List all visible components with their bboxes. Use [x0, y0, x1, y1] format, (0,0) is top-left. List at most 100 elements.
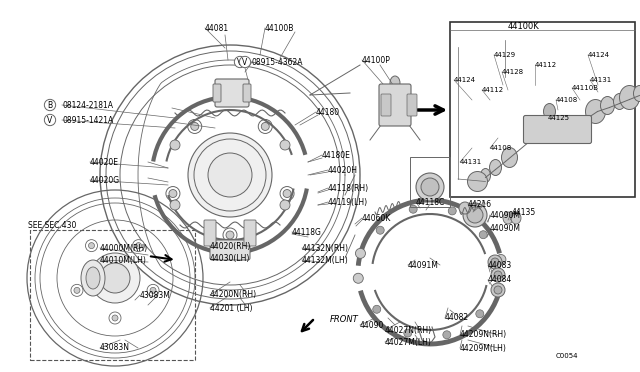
Ellipse shape	[586, 99, 605, 124]
Text: 44180E: 44180E	[322, 151, 351, 160]
Text: 44124: 44124	[588, 52, 610, 58]
Ellipse shape	[283, 190, 291, 198]
Ellipse shape	[479, 231, 487, 239]
Text: 44118(RH): 44118(RH)	[328, 183, 369, 192]
Ellipse shape	[355, 248, 365, 259]
Text: 44108: 44108	[556, 97, 579, 103]
Ellipse shape	[376, 226, 384, 234]
Ellipse shape	[543, 103, 556, 119]
Ellipse shape	[390, 76, 400, 90]
Ellipse shape	[147, 284, 159, 296]
Text: 44124: 44124	[454, 77, 476, 83]
Ellipse shape	[100, 263, 130, 293]
Ellipse shape	[620, 86, 639, 109]
FancyBboxPatch shape	[381, 94, 391, 116]
Ellipse shape	[169, 190, 177, 198]
Text: 44060K: 44060K	[362, 214, 392, 222]
Text: 44091M: 44091M	[408, 260, 439, 269]
FancyBboxPatch shape	[524, 115, 591, 144]
Ellipse shape	[280, 186, 294, 201]
Ellipse shape	[81, 260, 105, 296]
Text: V: V	[243, 58, 248, 67]
Ellipse shape	[170, 200, 180, 210]
Text: 44100B: 44100B	[265, 23, 294, 32]
Ellipse shape	[90, 253, 140, 303]
Ellipse shape	[280, 200, 290, 210]
Text: 08124-2181A: 08124-2181A	[62, 100, 113, 109]
Text: FRONT: FRONT	[330, 315, 359, 324]
FancyBboxPatch shape	[215, 79, 249, 107]
Ellipse shape	[634, 86, 640, 102]
Ellipse shape	[372, 305, 381, 313]
Text: SEE SEC.430: SEE SEC.430	[28, 221, 76, 230]
Ellipse shape	[88, 243, 95, 248]
Text: C0054: C0054	[556, 353, 579, 359]
Text: 44129: 44129	[494, 52, 516, 58]
Ellipse shape	[459, 202, 471, 214]
Ellipse shape	[353, 273, 364, 283]
FancyBboxPatch shape	[210, 240, 250, 260]
Ellipse shape	[112, 315, 118, 321]
Ellipse shape	[261, 122, 269, 131]
Text: 44132M(LH): 44132M(LH)	[302, 256, 349, 264]
Text: 44128: 44128	[502, 69, 524, 75]
Ellipse shape	[86, 240, 97, 251]
Text: 44209N(RH): 44209N(RH)	[460, 330, 507, 340]
Ellipse shape	[188, 119, 202, 134]
Ellipse shape	[494, 286, 502, 294]
FancyBboxPatch shape	[244, 220, 256, 246]
Text: 08915-1421A: 08915-1421A	[62, 115, 113, 125]
Ellipse shape	[511, 212, 521, 224]
FancyBboxPatch shape	[407, 94, 417, 116]
Text: 44209M(LH): 44209M(LH)	[460, 343, 507, 353]
Ellipse shape	[404, 329, 412, 337]
Ellipse shape	[494, 271, 502, 279]
Ellipse shape	[502, 148, 518, 167]
Text: 44110B: 44110B	[572, 85, 599, 91]
Text: 44201 (LH): 44201 (LH)	[210, 304, 253, 312]
Bar	[30, 230, 195, 360]
Text: 44131: 44131	[460, 159, 483, 165]
Ellipse shape	[503, 212, 513, 224]
Text: 08915-4362A: 08915-4362A	[252, 58, 303, 67]
Text: 44118G: 44118G	[292, 228, 322, 237]
Text: 44200N(RH): 44200N(RH)	[210, 291, 257, 299]
Ellipse shape	[495, 286, 504, 296]
Text: 44082: 44082	[445, 314, 469, 323]
Text: 44119(LH): 44119(LH)	[328, 198, 368, 206]
Ellipse shape	[491, 268, 505, 282]
FancyBboxPatch shape	[379, 84, 411, 126]
Text: 43083N: 43083N	[100, 343, 130, 353]
FancyBboxPatch shape	[243, 84, 251, 102]
Ellipse shape	[491, 258, 499, 266]
Text: B: B	[47, 100, 52, 109]
Text: 44090M: 44090M	[490, 211, 521, 219]
Ellipse shape	[488, 255, 502, 269]
Ellipse shape	[191, 122, 199, 131]
Ellipse shape	[150, 287, 156, 294]
Ellipse shape	[166, 186, 180, 201]
Ellipse shape	[416, 173, 444, 201]
Text: 44100K: 44100K	[508, 22, 540, 31]
Ellipse shape	[443, 331, 451, 339]
Ellipse shape	[600, 96, 614, 115]
Ellipse shape	[496, 254, 506, 264]
Text: 44010M(LH): 44010M(LH)	[100, 256, 147, 264]
Ellipse shape	[463, 203, 487, 227]
Text: 44081: 44081	[205, 23, 229, 32]
Ellipse shape	[226, 231, 234, 239]
Ellipse shape	[208, 153, 252, 197]
Text: 44125: 44125	[548, 115, 570, 121]
Text: 44112: 44112	[482, 87, 504, 93]
Ellipse shape	[481, 169, 490, 183]
Text: 44216: 44216	[468, 199, 492, 208]
Text: 44090M: 44090M	[490, 224, 521, 232]
Ellipse shape	[86, 267, 100, 289]
Ellipse shape	[223, 228, 237, 242]
Text: 44084: 44084	[488, 276, 512, 285]
Ellipse shape	[490, 160, 502, 176]
FancyBboxPatch shape	[213, 84, 221, 102]
Ellipse shape	[109, 312, 121, 324]
Ellipse shape	[491, 283, 505, 297]
Text: V: V	[47, 115, 52, 125]
